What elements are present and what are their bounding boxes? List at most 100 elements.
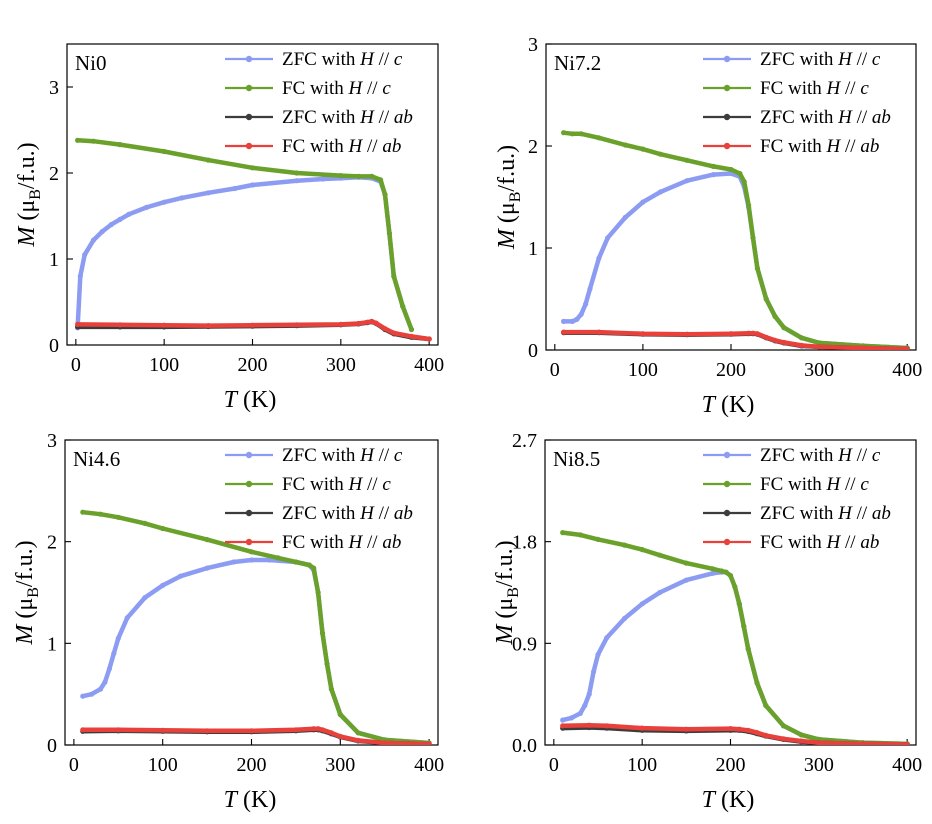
chart-panel-1: 0 100 200 300 400 0 1 2 3 T (K) M (μB/f.u.) Ni7.2 ZF… [494, 34, 922, 418]
legend-text: FC with [282, 78, 349, 99]
legend-marker [723, 480, 731, 488]
data-point [684, 331, 690, 337]
legend-axis: ab [860, 136, 879, 157]
data-point [328, 686, 334, 692]
data-point [160, 525, 166, 532]
data-point [587, 286, 593, 292]
data-point [781, 339, 787, 345]
data-point [111, 650, 117, 657]
series-line-1 [561, 130, 910, 350]
data-point [596, 329, 602, 335]
data-point [408, 326, 415, 333]
data-point [161, 148, 167, 155]
legend-field: H [826, 78, 842, 99]
legend-text: ZFC with [760, 503, 838, 524]
data-point [232, 185, 238, 192]
chart-panel-2: 0 100 200 300 400 0 1 2 3 T (K) M (μB/f.u.) Ni4.6 ZF… [12, 430, 444, 813]
data-point [364, 319, 370, 325]
x-tick-label: 400 [892, 359, 922, 381]
data-point [391, 330, 397, 336]
legend-field: H [837, 503, 853, 524]
data-point [745, 727, 751, 733]
data-point [780, 736, 787, 742]
legend-field: H [348, 78, 364, 99]
data-point [369, 173, 375, 179]
data-point [754, 680, 760, 686]
data-point [560, 723, 566, 729]
data-point [860, 741, 866, 745]
x-tick-label: 0 [69, 754, 79, 776]
data-point [640, 331, 646, 337]
data-point [683, 577, 689, 583]
data-point [798, 342, 805, 348]
data-point [248, 557, 255, 563]
data-point [248, 728, 255, 734]
legend-label: FC with H // ab [760, 136, 879, 157]
data-point [583, 301, 589, 307]
y-axis-unit-subscript: B [507, 192, 524, 203]
data-point [204, 565, 210, 571]
legend-label: FC with H // c [282, 78, 391, 99]
x-tick-label: 100 [628, 359, 658, 381]
legend-field: H [359, 107, 375, 128]
legend-label: FC with H // ab [760, 532, 879, 553]
data-point [408, 333, 415, 339]
y-tick-label: 0 [528, 340, 538, 362]
data-point [99, 228, 105, 235]
legend-parallel: // [840, 78, 860, 99]
data-point [117, 142, 123, 148]
data-point [294, 170, 300, 176]
data-point [142, 520, 148, 527]
data-point [595, 652, 601, 658]
legend-marker [245, 480, 253, 488]
data-point [622, 142, 628, 148]
data-point [560, 530, 566, 536]
data-point [248, 549, 255, 555]
legend-parallel: // [840, 474, 860, 495]
data-point [328, 730, 334, 736]
data-point [586, 691, 592, 697]
y-tick-label: 2 [528, 136, 538, 158]
y-tick-label: 2 [49, 163, 59, 185]
legend-axis: ab [872, 503, 891, 524]
legend-axis: c [382, 78, 391, 99]
legend-parallel: // [852, 503, 872, 524]
data-point [578, 131, 584, 137]
data-point [205, 323, 211, 329]
data-point [577, 710, 583, 717]
legend-field: H [837, 107, 853, 128]
data-point [582, 702, 588, 709]
data-point [640, 199, 646, 205]
data-point [640, 146, 646, 152]
x-axis-unit: (K) [237, 787, 276, 813]
data-point [205, 157, 211, 163]
data-point [728, 331, 734, 337]
y-axis-variable: M [14, 225, 40, 248]
data-point [816, 344, 822, 350]
x-axis-variable: T [702, 392, 717, 418]
legend-marker [723, 538, 731, 546]
data-point [732, 584, 738, 590]
data-point [204, 537, 210, 543]
legend-field: H [837, 445, 853, 466]
data-point [586, 722, 592, 728]
y-axis-label: M (μB/f.u.) [492, 540, 522, 645]
x-axis-label: T (K) [224, 387, 277, 413]
data-point [315, 589, 321, 596]
data-point [561, 130, 567, 136]
x-tick-label: 300 [325, 754, 355, 776]
data-point [683, 560, 689, 566]
legend-marker [245, 142, 253, 150]
legend-field: H [348, 532, 364, 553]
data-point [179, 195, 185, 201]
data-point [382, 191, 388, 198]
legend-field: H [826, 474, 842, 495]
data-point [639, 725, 645, 731]
legend-label: ZFC with H // c [282, 49, 403, 70]
y-axis-unit-subscript: B [505, 587, 522, 598]
data-point [750, 235, 756, 241]
data-point [126, 211, 132, 217]
data-point [727, 573, 734, 579]
legend-axis: c [860, 474, 869, 495]
data-point [780, 723, 787, 729]
